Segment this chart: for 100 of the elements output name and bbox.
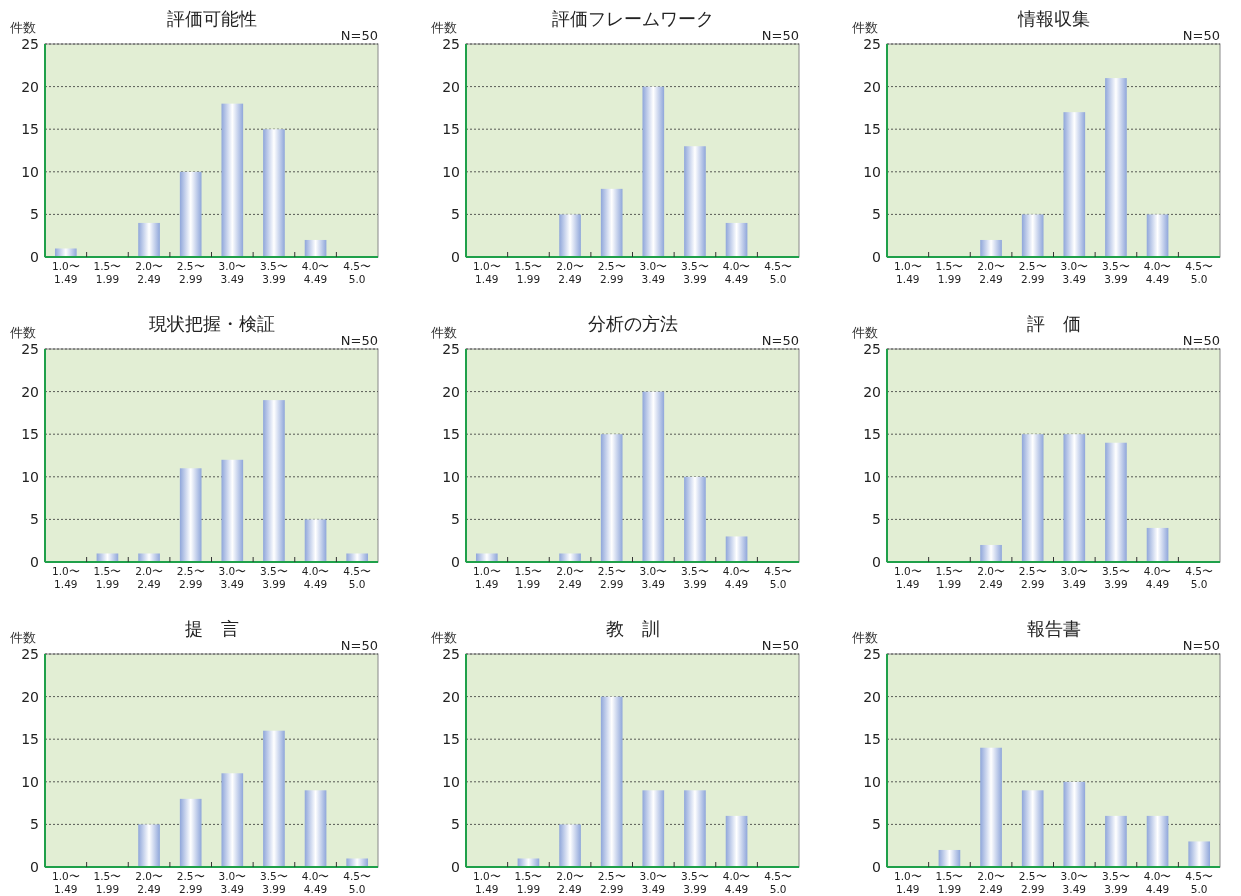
x-tick-label: 3.0〜 3.49 [218,260,247,285]
y-tick-label: 0 [872,249,881,265]
y-tick-label: 20 [442,383,460,400]
x-tick-label: 1.5〜 1.99 [93,260,122,285]
chart-title: 評価フレームワーク [551,8,714,29]
bar [938,849,961,867]
y-axis-title: 件数 [852,630,878,645]
bar [1021,790,1044,867]
y-tick-label: 0 [30,249,39,265]
y-tick-label: 20 [442,78,460,95]
bar [1063,781,1086,867]
y-tick-label: 5 [872,206,881,223]
y-tick-label: 0 [30,859,39,875]
y-tick-label: 15 [863,731,881,748]
bar [684,790,706,867]
x-tick-label: 4.0〜 4.49 [1143,565,1172,590]
bar [642,391,665,562]
bar [263,129,285,257]
y-tick-label: 20 [863,383,881,400]
y-tick-label: 0 [872,859,881,875]
chart-title: 提 言 [184,618,239,639]
bar [1146,214,1169,257]
bar [1021,434,1044,562]
x-tick-label: 2.5〜 2.99 [1018,565,1047,590]
x-tick-label: 4.0〜 4.49 [301,565,330,590]
y-tick-label: 5 [872,816,881,833]
x-tick-label: 3.5〜 3.99 [1102,565,1130,590]
y-tick-label: 25 [21,646,39,662]
x-tick-label: 4.0〜 4.49 [1143,870,1172,895]
x-tick-label: 4.5〜 5.0 [764,565,793,590]
x-tick-label: 2.5〜 2.99 [597,260,626,285]
bar [304,790,327,867]
y-tick-label: 0 [30,554,39,570]
x-tick-label: 1.0〜 1.49 [51,260,80,285]
bar [221,773,244,867]
y-tick-label: 5 [451,206,460,223]
bar [642,790,665,867]
x-tick-label: 2.0〜 2.49 [556,260,584,285]
x-tick-label: 2.5〜 2.99 [1018,260,1047,285]
bar [346,553,369,562]
bar [684,146,706,257]
y-tick-label: 25 [442,36,460,52]
x-tick-label: 2.0〜 2.49 [135,870,163,895]
y-tick-label: 10 [863,468,881,485]
bar [96,553,119,562]
y-tick-label: 25 [863,646,881,662]
bar [517,858,540,867]
bar [1105,78,1127,257]
bar [138,824,160,867]
x-tick-label: 4.0〜 4.49 [722,260,751,285]
x-tick-label: 3.0〜 3.49 [218,565,247,590]
y-tick-label: 15 [863,426,881,443]
y-tick-label: 25 [21,36,39,52]
y-axis-title: 件数 [431,325,457,340]
x-tick-label: 4.0〜 4.49 [722,565,751,590]
x-tick-label: 1.0〜 1.49 [51,565,80,590]
x-tick-label: 2.5〜 2.99 [1018,870,1047,895]
y-tick-label: 15 [21,731,39,748]
text: N=50 [1182,638,1220,653]
x-tick-label: 3.0〜 3.49 [218,870,247,895]
y-axis-title: 件数 [10,630,36,645]
y-axis-title: 件数 [431,630,457,645]
y-tick-label: 10 [21,163,39,180]
x-tick-label: 3.0〜 3.49 [1060,260,1089,285]
text: N=50 [761,638,799,653]
y-axis-title: 件数 [10,325,36,340]
y-tick-label: 0 [451,554,460,570]
x-tick-label: 1.5〜 1.99 [514,565,543,590]
bar [600,434,623,562]
x-tick-label: 1.0〜 1.49 [472,870,501,895]
bar [980,544,1002,562]
x-tick-label: 1.0〜 1.49 [472,260,501,285]
x-tick-label: 2.0〜 2.49 [977,565,1005,590]
x-tick-label: 3.5〜 3.99 [1102,870,1130,895]
text: N=50 [340,28,378,43]
y-tick-label: 15 [863,121,881,138]
x-tick-label: 2.5〜 2.99 [176,260,205,285]
x-tick-label: 4.5〜 5.0 [343,565,372,590]
x-tick-label: 1.0〜 1.49 [893,565,922,590]
x-tick-label: 3.5〜 3.99 [681,260,709,285]
bar [179,468,202,562]
text: N=50 [1182,28,1220,43]
y-tick-label: 5 [30,511,39,528]
y-axis-title: 件数 [852,325,878,340]
y-axis-title: 件数 [852,20,878,35]
x-tick-label: 2.0〜 2.49 [135,565,163,590]
x-tick-label: 3.5〜 3.99 [681,870,709,895]
y-tick-label: 25 [863,341,881,357]
y-tick-label: 10 [21,468,39,485]
y-tick-label: 20 [863,688,881,705]
y-tick-label: 25 [442,646,460,662]
x-tick-label: 1.5〜 1.99 [514,870,543,895]
bar [559,553,581,562]
text: N=50 [1182,333,1220,348]
chart-title: 情報収集 [1016,8,1090,29]
bar [179,171,202,257]
x-tick-label: 3.5〜 3.99 [681,565,709,590]
bar [54,248,77,257]
bar [304,519,327,562]
y-tick-label: 15 [442,731,460,748]
